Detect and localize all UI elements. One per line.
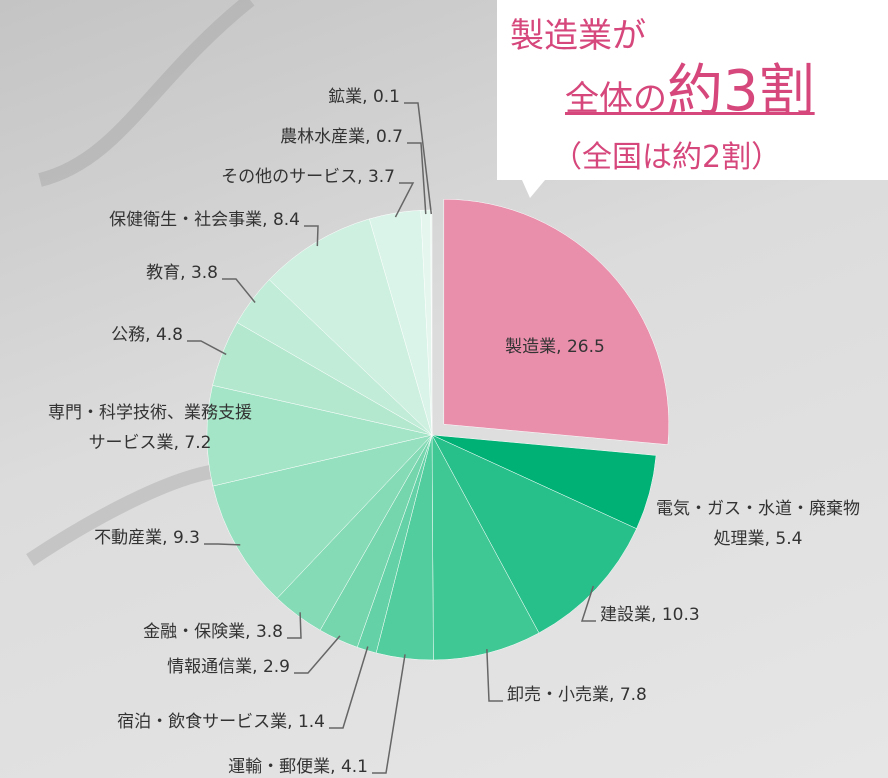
category-label: 宿泊・飲食サービス業 (117, 712, 288, 732)
label-separator: , (162, 528, 173, 548)
value-label: 3.8 (190, 263, 218, 283)
data-label: 金融・保険業, 3.8 (143, 617, 283, 647)
leader-line (394, 182, 415, 218)
background-decoration (26, 0, 255, 566)
annotation: （全国は約2割） (552, 140, 782, 175)
annotation-emphasis: 約3割 (667, 59, 815, 124)
label-separator: , (145, 325, 156, 345)
leader-line (294, 635, 341, 674)
callout-box (497, 0, 888, 198)
value-label: 3.8 (255, 622, 283, 642)
data-label: 不動産業, 9.3 (94, 523, 200, 553)
category-label: 建設業 (600, 605, 651, 625)
category-label: 公務 (111, 325, 146, 345)
data-label: 保健衛生・社会事業, 8.4 (109, 205, 300, 235)
category-label: 運輸・郵便業 (228, 757, 331, 777)
value-label: 9.3 (172, 528, 200, 548)
label-separator: , (180, 263, 191, 283)
label-separator: , (287, 712, 298, 732)
annotation: 全体の約3割 (565, 60, 815, 131)
value-label: 2.9 (262, 657, 290, 677)
pie-slice (268, 218, 433, 436)
label-separator: , (764, 529, 776, 549)
leader-line (287, 612, 302, 639)
value-label: 4.8 (155, 325, 183, 345)
leader-line (372, 654, 406, 774)
data-label: 鉱業, 0.1 (328, 82, 400, 112)
pie-slice (431, 434, 637, 634)
value-label: 1.4 (297, 712, 325, 732)
leader-line (329, 646, 369, 729)
category-label: 卸売・小売業 (507, 685, 609, 705)
value-label: 10.3 (661, 605, 700, 625)
value-label: 26.5 (566, 337, 605, 357)
category-label: 教育 (146, 263, 181, 283)
pie-slice (431, 434, 540, 661)
pie-slice (206, 385, 433, 487)
category-label: 情報通信業 (167, 657, 253, 677)
data-label: 宿泊・飲食サービス業, 1.4 (117, 707, 325, 737)
value-label: 8.4 (272, 210, 300, 230)
data-label: 教育, 3.8 (146, 258, 218, 288)
leader-line (304, 225, 319, 247)
data-label: その他のサービス, 3.7 (221, 162, 395, 192)
data-label: 農林水産業, 0.7 (280, 122, 403, 152)
category-label: 金融・保険業 (143, 622, 246, 642)
category-label: その他のサービス (221, 167, 358, 187)
label-separator: , (245, 622, 256, 642)
value-label: 0.1 (372, 87, 400, 107)
label-separator: , (362, 87, 373, 107)
label-separator: , (262, 210, 273, 230)
data-label: 製造業, 26.5 (505, 332, 605, 362)
value-label: 7.2 (184, 433, 212, 453)
value-label: 3.7 (367, 167, 395, 187)
data-label: 公務, 4.8 (111, 320, 183, 350)
label-separator: , (357, 167, 368, 187)
leader-line (580, 585, 596, 622)
category-label: 鉱業 (328, 87, 363, 107)
value-label: 4.1 (340, 757, 368, 777)
data-label: 情報通信業, 2.9 (167, 652, 290, 682)
value-label: 7.8 (619, 685, 647, 705)
pie-slice (212, 434, 433, 599)
label-separator: , (365, 127, 376, 147)
category-label: 専門・科学技術、業務支援サービス業 (48, 403, 252, 453)
leader-line (486, 649, 503, 702)
value-label: 5.4 (775, 529, 803, 549)
data-label: 卸売・小売業, 7.8 (507, 680, 647, 710)
category-label: 不動産業 (94, 528, 163, 548)
label-separator: , (252, 657, 263, 677)
leader-line (404, 102, 433, 215)
annotation: 製造業が (510, 16, 646, 56)
leader-line (407, 142, 427, 215)
category-label: 農林水産業 (280, 127, 366, 147)
data-label: 電気・ガス・水道・廃棄物処理業, 5.4 (651, 494, 865, 554)
leader-line (222, 278, 256, 304)
label-separator: , (556, 337, 567, 357)
value-label: 0.7 (375, 127, 403, 147)
label-separator: , (609, 685, 620, 705)
leader-line (204, 543, 241, 546)
label-separator: , (330, 757, 341, 777)
category-label: 保健衛生・社会事業 (109, 210, 263, 230)
label-separator: , (651, 605, 662, 625)
pie-slice (443, 198, 670, 445)
label-separator: , (173, 433, 185, 453)
data-label: 専門・科学技術、業務支援サービス業, 7.2 (43, 398, 257, 458)
category-label: 製造業 (505, 337, 557, 357)
leader-line (187, 340, 227, 356)
data-label: 運輸・郵便業, 4.1 (228, 752, 368, 778)
category-label: 電気・ガス・水道・廃棄物処理業 (656, 499, 860, 549)
annotation: 全体の (565, 79, 667, 119)
data-label: 建設業, 10.3 (600, 600, 700, 630)
